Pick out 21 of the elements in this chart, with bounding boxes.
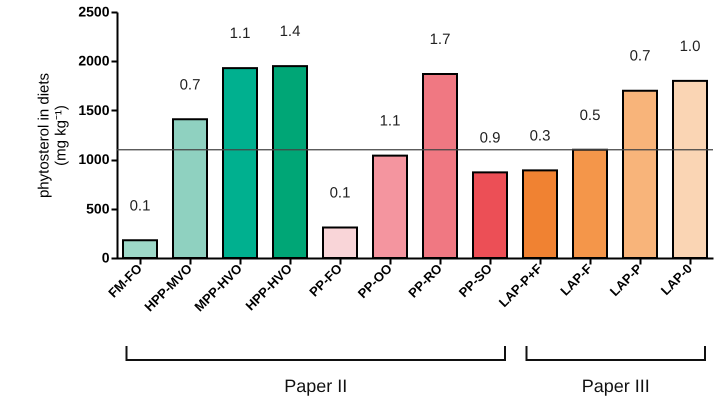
text: Paper II <box>284 376 348 396</box>
annotation: 0.1 <box>330 184 350 202</box>
y-tick-label: 1000 <box>78 151 110 168</box>
y-tick-label: 0 <box>102 250 110 266</box>
annotation: 1.4 <box>280 23 300 40</box>
y-tick-label: 1500 <box>78 102 110 118</box>
annotation: 0.7 <box>630 48 650 65</box>
y-tick-label: 2500 <box>78 4 110 20</box>
text: Paper III <box>582 376 650 396</box>
annotation: 1.0 <box>680 38 700 55</box>
annotation: 1.7 <box>430 30 450 48</box>
annotation: 0.5 <box>580 106 600 124</box>
annotation: 1.1 <box>230 25 250 42</box>
y-tick-label: 2000 <box>78 52 110 69</box>
annotation: 0.1 <box>130 197 150 214</box>
annotation: 0.3 <box>530 127 550 144</box>
annotation: 0.9 <box>480 129 500 146</box>
y-axis-title: phytosterol in diets (mg kg⁻¹) <box>35 72 70 198</box>
annotation: 1.1 <box>380 112 400 130</box>
annotation: 0.7 <box>180 76 200 94</box>
y-tick-label: 500 <box>86 200 110 216</box>
